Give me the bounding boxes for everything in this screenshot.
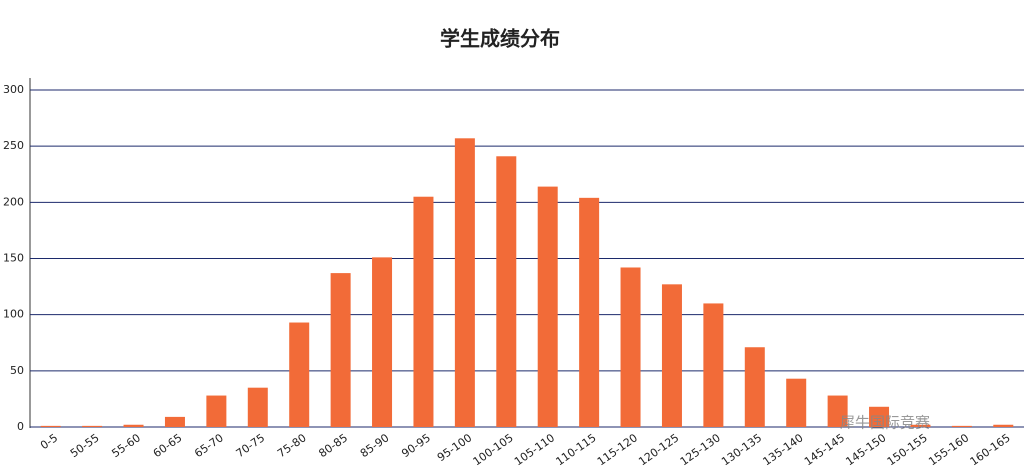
bar: [993, 424, 1014, 427]
bar: [869, 406, 890, 427]
x-tick-label: 105-110: [512, 431, 557, 468]
y-tick-label: 200: [3, 195, 24, 208]
chart-title: 学生成绩分布: [440, 27, 560, 51]
x-tick-label: 160-165: [968, 431, 1013, 468]
y-tick-label: 300: [3, 83, 24, 96]
bar: [744, 347, 765, 427]
bar: [786, 378, 807, 427]
bar: [372, 257, 393, 427]
bar: [661, 284, 682, 427]
bar: [40, 425, 61, 427]
y-tick-label: 0: [17, 420, 24, 433]
x-tick-label: 145-145: [802, 431, 847, 468]
x-tick-label: 55-60: [109, 431, 143, 460]
bar: [537, 186, 558, 427]
x-tick-label: 115-120: [595, 431, 640, 468]
x-tick-label: 60-65: [151, 431, 185, 460]
bar: [413, 196, 434, 427]
y-tick-label: 100: [3, 308, 24, 321]
bar: [289, 322, 310, 427]
x-tick-label: 80-85: [316, 431, 350, 460]
bar: [951, 425, 972, 427]
bar: [330, 273, 351, 427]
bar: [579, 197, 600, 427]
x-tick-label: 120-125: [636, 431, 681, 468]
x-tick-label: 85-90: [358, 431, 392, 460]
x-tick-label: 110-115: [553, 431, 598, 468]
x-tick-label: 75-80: [275, 431, 309, 460]
bar: [454, 138, 475, 427]
y-tick-label: 150: [3, 252, 24, 265]
x-tick-label: 0-5: [38, 431, 60, 452]
x-tick-label: 50-55: [68, 431, 102, 460]
bar: [496, 156, 517, 427]
watermark: 犀牛国际竞赛: [840, 414, 930, 432]
x-tick-label: 100-105: [471, 431, 516, 468]
bar: [82, 425, 103, 427]
bar: [206, 395, 227, 427]
bar: [123, 424, 144, 427]
x-tick-label: 130-135: [719, 431, 764, 468]
x-tick-label: 125-130: [678, 431, 723, 468]
x-tick-label: 90-95: [399, 431, 433, 460]
y-tick-label: 50: [10, 364, 24, 377]
x-tick-label: 65-70: [192, 431, 226, 460]
bar: [910, 424, 931, 427]
bar: [164, 416, 185, 427]
bar: [620, 267, 641, 427]
x-tick-label: 150-155: [885, 431, 930, 468]
x-tick-label: 155-160: [926, 431, 971, 468]
x-tick-label: 135-140: [761, 431, 806, 468]
y-tick-label: 250: [3, 139, 24, 152]
x-tick-label: 95-100: [435, 431, 474, 464]
bar: [703, 303, 724, 427]
x-tick-label: 145-150: [843, 431, 888, 468]
x-tick-label: 70-75: [234, 431, 268, 460]
bar: [827, 395, 848, 427]
bar: [247, 387, 268, 427]
